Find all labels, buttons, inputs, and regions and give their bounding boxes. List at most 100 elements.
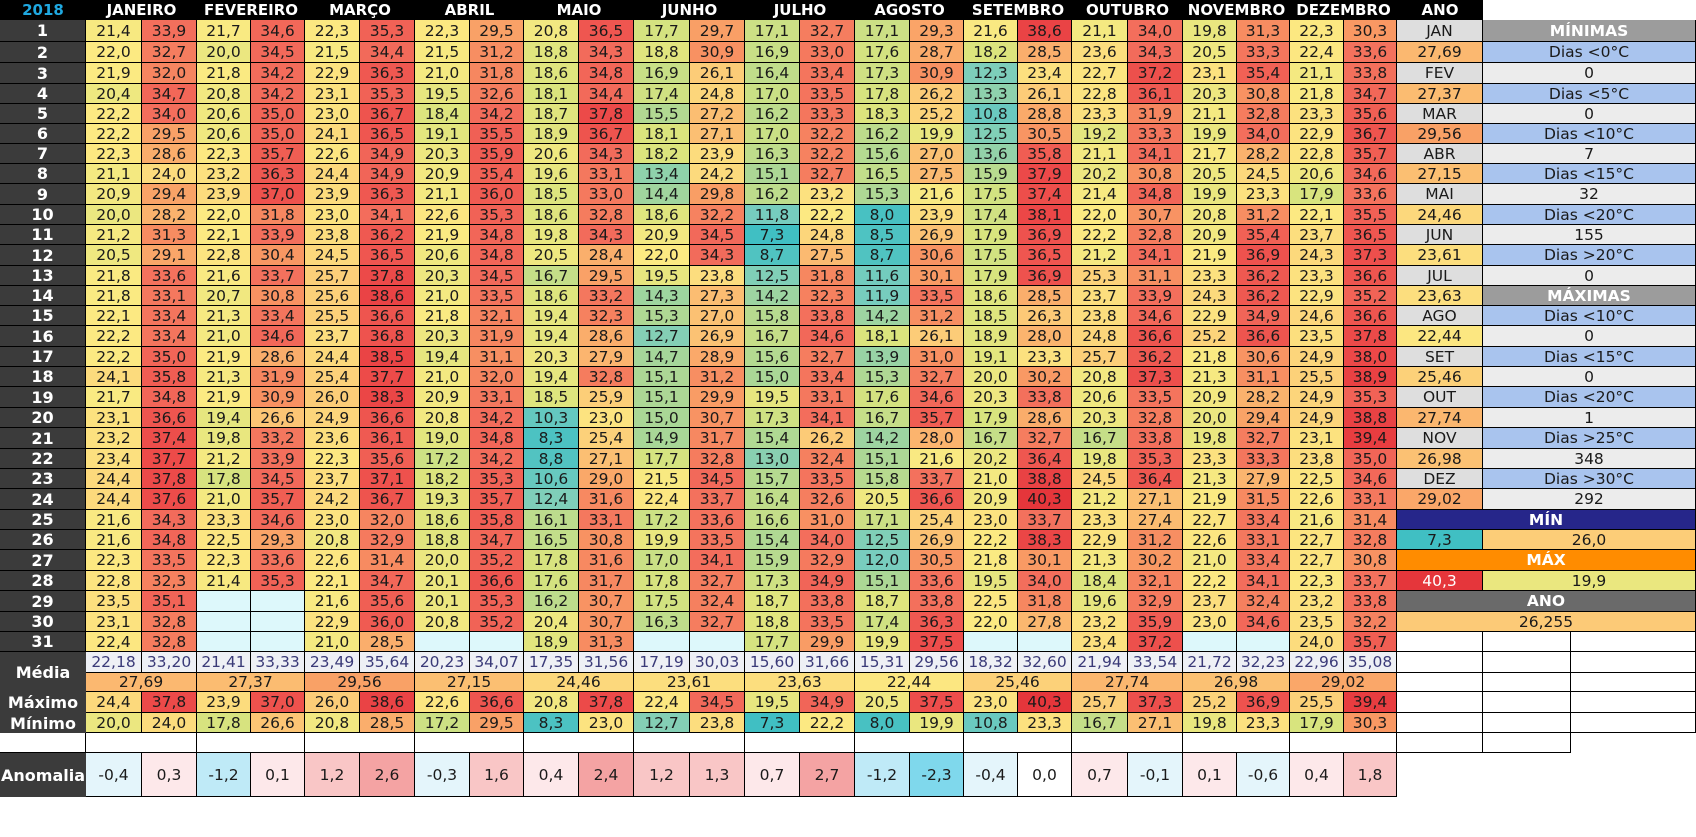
anomaly-cell[interactable]: -0,6	[1237, 753, 1290, 797]
max-temp-cell[interactable]: 35,7	[251, 144, 305, 164]
max-temp-cell[interactable]: 34,6	[251, 326, 305, 347]
max-temp-cell[interactable]: 34,4	[579, 84, 634, 104]
monthly-mean-cell[interactable]: 27,74	[1072, 673, 1183, 692]
max-temp-cell[interactable]: 27,5	[910, 164, 964, 184]
empty-cell[interactable]	[197, 733, 305, 753]
max-temp-cell[interactable]: 35,7	[470, 489, 524, 510]
max-temp-cell[interactable]: 36,8	[360, 326, 415, 347]
max-temp-cell[interactable]: 37,8	[360, 266, 415, 286]
maximo-cell[interactable]: 20,8	[524, 692, 579, 713]
min-temp-cell[interactable]: 19,0	[415, 428, 470, 449]
max-temp-cell[interactable]	[1018, 632, 1072, 652]
max-temp-cell[interactable]: 36,6	[1128, 326, 1183, 347]
maximo-cell[interactable]: 38,6	[360, 692, 415, 713]
min-temp-cell[interactable]: 19,9	[1183, 124, 1237, 144]
max-temp-cell[interactable]: 23,8	[690, 266, 745, 286]
min-temp-cell[interactable]: 20,5	[1183, 164, 1237, 184]
min-temp-cell[interactable]: 21,1	[415, 184, 470, 205]
min-temp-cell[interactable]: 20,2	[964, 449, 1018, 469]
maximo-cell[interactable]: 24,4	[86, 692, 142, 713]
max-temp-cell[interactable]: 34,8	[142, 530, 197, 550]
maximo-cell[interactable]: 40,3	[1018, 692, 1072, 713]
min-temp-cell[interactable]: 20,6	[1290, 164, 1344, 184]
max-temp-cell[interactable]: 34,8	[142, 387, 197, 408]
max-temp-cell[interactable]: 40,3	[1018, 489, 1072, 510]
min-temp-cell[interactable]: 8,7	[745, 245, 800, 266]
max-temp-cell[interactable]: 38,0	[1344, 347, 1397, 367]
min-temp-cell[interactable]: 23,6	[305, 428, 360, 449]
max-temp-cell[interactable]: 38,8	[1344, 408, 1397, 428]
min-temp-cell[interactable]: 8,8	[524, 449, 579, 469]
max-temp-cell[interactable]: 32,9	[800, 550, 855, 571]
min-temp-cell[interactable]: 18,2	[964, 42, 1018, 63]
anomaly-cell[interactable]: 1,6	[470, 753, 524, 797]
max-temp-cell[interactable]: 33,0	[579, 184, 634, 205]
max-temp-cell[interactable]: 36,1	[1128, 84, 1183, 104]
side-month-mean[interactable]: 26,98	[1397, 449, 1483, 469]
max-temp-cell[interactable]: 36,7	[360, 104, 415, 124]
anomaly-cell[interactable]: 0,3	[142, 753, 197, 797]
min-temp-cell[interactable]: 23,3	[1183, 449, 1237, 469]
max-temp-cell[interactable]: 36,6	[360, 408, 415, 428]
max-temp-cell[interactable]: 33,9	[1128, 286, 1183, 306]
min-temp-cell[interactable]: 20,0	[197, 42, 251, 63]
max-temp-cell[interactable]: 27,3	[690, 286, 745, 306]
min-temp-cell[interactable]: 17,2	[634, 510, 690, 530]
max-temp-cell[interactable]: 34,6	[1128, 306, 1183, 326]
side-month-mean[interactable]: 27,69	[1397, 42, 1483, 63]
min-temp-cell[interactable]: 22,4	[634, 489, 690, 510]
max-temp-cell[interactable]: 36,2	[360, 225, 415, 245]
min-temp-cell[interactable]: 19,3	[415, 489, 470, 510]
avg-max-cell[interactable]: 29,56	[910, 652, 964, 673]
max-temp-cell[interactable]: 33,9	[142, 20, 197, 42]
max-temp-cell[interactable]: 32,8	[579, 205, 634, 225]
max-temp-cell[interactable]: 36,5	[1344, 225, 1397, 245]
max-temp-cell[interactable]: 36,3	[360, 184, 415, 205]
max-temp-cell[interactable]: 32,0	[142, 63, 197, 84]
max-temp-cell[interactable]: 34,1	[1237, 571, 1290, 591]
max-temp-cell[interactable]: 32,8	[1128, 225, 1183, 245]
max-temp-cell[interactable]: 34,6	[251, 20, 305, 42]
min-temp-cell[interactable]: 20,0	[1183, 408, 1237, 428]
min-temp-cell[interactable]	[197, 591, 251, 612]
max-temp-cell[interactable]: 28,5	[1018, 286, 1072, 306]
anomaly-cell[interactable]: 0,7	[745, 753, 800, 797]
anomaly-cell[interactable]: -0,4	[86, 753, 142, 797]
max-temp-cell[interactable]: 34,3	[142, 510, 197, 530]
maximo-cell[interactable]: 37,0	[251, 692, 305, 713]
max-temp-cell[interactable]: 34,5	[690, 225, 745, 245]
max-temp-cell[interactable]: 29,1	[142, 245, 197, 266]
anomaly-cell[interactable]: 0,0	[1018, 753, 1072, 797]
max-temp-cell[interactable]: 33,9	[251, 225, 305, 245]
empty-cell[interactable]	[1072, 733, 1183, 753]
min-temp-cell[interactable]: 20,1	[415, 591, 470, 612]
min-temp-cell[interactable]: 23,1	[1290, 428, 1344, 449]
max-temp-cell[interactable]: 32,8	[142, 612, 197, 632]
max-temp-cell[interactable]: 33,6	[910, 571, 964, 591]
min-temp-cell[interactable]: 20,4	[524, 612, 579, 632]
min-temp-cell[interactable]: 23,0	[305, 205, 360, 225]
min-temp-cell[interactable]: 22,8	[1290, 144, 1344, 164]
max-temp-cell[interactable]: 35,2	[470, 550, 524, 571]
max-temp-cell[interactable]: 35,5	[470, 124, 524, 144]
min-temp-cell[interactable]: 25,4	[305, 367, 360, 387]
max-temp-cell[interactable]: 32,7	[690, 571, 745, 591]
max-temp-cell[interactable]: 34,7	[1344, 84, 1397, 104]
max-temp-cell[interactable]: 31,5	[1237, 489, 1290, 510]
anomaly-cell[interactable]: -0,1	[1128, 753, 1183, 797]
min-temp-cell[interactable]: 17,8	[524, 550, 579, 571]
min-temp-cell[interactable]: 22,7	[1290, 550, 1344, 571]
max-temp-cell[interactable]: 32,7	[690, 612, 745, 632]
max-temp-cell[interactable]: 33,2	[579, 286, 634, 306]
min-temp-cell[interactable]: 15,4	[745, 530, 800, 550]
max-temp-cell[interactable]	[470, 632, 524, 652]
min-temp-cell[interactable]: 22,7	[1183, 510, 1237, 530]
max-temp-cell[interactable]: 32,8	[142, 632, 197, 652]
min-temp-cell[interactable]: 21,3	[197, 367, 251, 387]
empty-cell[interactable]	[1483, 652, 1571, 673]
min-temp-cell[interactable]: 24,1	[305, 124, 360, 144]
annual-max-low[interactable]: 19,9	[1483, 571, 1696, 591]
max-temp-cell[interactable]: 31,1	[1237, 367, 1290, 387]
max-temp-cell[interactable]: 34,1	[1128, 144, 1183, 164]
min-temp-cell[interactable]: 15,1	[745, 164, 800, 184]
